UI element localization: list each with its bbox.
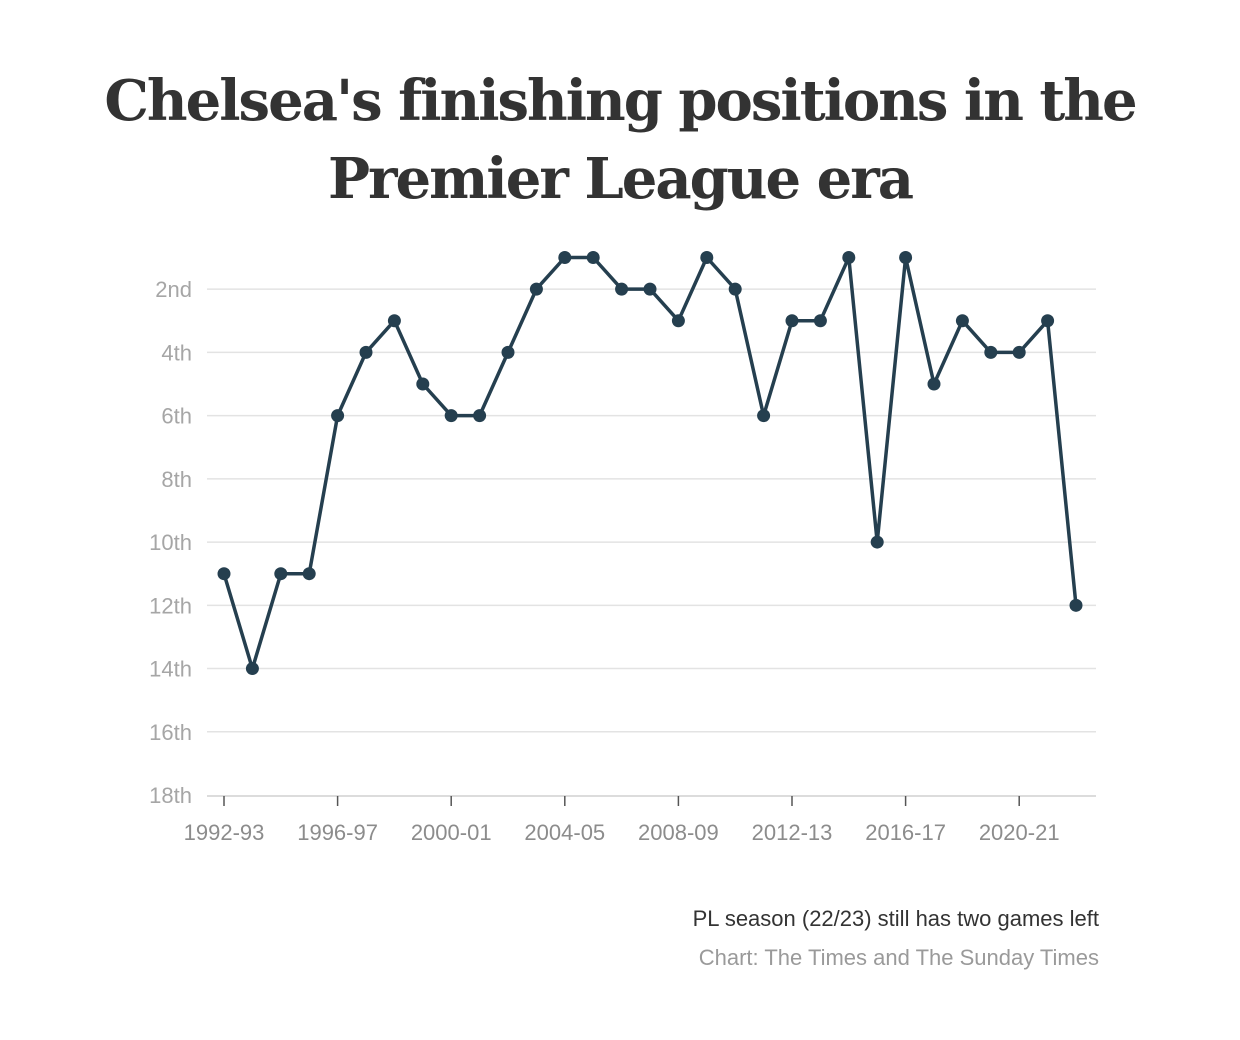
data-point [1069, 598, 1083, 612]
x-tick-label: 2000-01 [411, 820, 492, 845]
data-point [899, 251, 913, 264]
y-tick-label: 16th [149, 720, 192, 745]
y-tick-label: 12th [149, 593, 192, 618]
data-point [416, 377, 430, 391]
data-point [558, 251, 572, 264]
x-tick-label: 1996-97 [297, 820, 378, 845]
data-point [700, 251, 714, 264]
data-point [984, 345, 998, 359]
data-point [473, 409, 487, 423]
data-point [757, 409, 771, 423]
y-axis-labels: 2nd 4th 6th 8th 10th 12th 14th 16th 18th [149, 277, 192, 808]
data-point [955, 314, 969, 328]
data-point [586, 251, 600, 264]
y-tick-label: 18th [149, 783, 192, 808]
data-point [927, 377, 941, 391]
x-tick-label: 2008-09 [638, 820, 719, 845]
x-tick-label: 2020-21 [979, 820, 1060, 845]
y-tick-label: 2nd [155, 277, 192, 302]
data-point [870, 535, 884, 549]
y-tick-label: 4th [161, 340, 192, 365]
data-point [529, 282, 543, 296]
x-axis-labels: 1992-93 1996-97 2000-01 2004-05 2008-09 2012-… [184, 820, 1060, 845]
data-point [813, 314, 827, 328]
chart-title-line-2: Premier League era [327, 146, 914, 212]
gridlines [207, 288, 1096, 733]
data-point [302, 567, 316, 581]
x-tick-label: 2012-13 [752, 820, 833, 845]
data-point [728, 282, 742, 296]
y-tick-label: 8th [161, 467, 192, 492]
data-point [245, 662, 259, 676]
data-point [643, 282, 657, 296]
data-point [615, 282, 629, 296]
data-point [785, 314, 799, 328]
x-tick-label: 1992-93 [184, 820, 265, 845]
data-point [444, 409, 458, 423]
y-tick-label: 14th [149, 657, 192, 682]
data-point [274, 567, 288, 581]
data-point [1041, 314, 1055, 328]
chart-title-line-1: Chelsea's finishing positions in the [104, 68, 1137, 134]
data-point [842, 251, 856, 264]
data-point [671, 314, 685, 328]
x-tick-label: 2016-17 [865, 820, 946, 845]
footnote: PL season (22/23) still has two games le… [692, 906, 1099, 931]
data-point [1012, 345, 1026, 359]
data-point [387, 314, 401, 328]
series-line [222, 255, 1078, 671]
chart-title: Chelsea's finishing positions in the Pre… [0, 62, 1240, 218]
source-credit: Chart: The Times and The Sunday Times [698, 945, 1099, 970]
series-chelsea [217, 251, 1083, 676]
y-tick-label: 6th [161, 404, 192, 429]
y-tick-label: 10th [149, 530, 192, 555]
data-point [359, 345, 373, 359]
data-point [331, 409, 345, 423]
x-axis [207, 795, 1096, 806]
data-point [501, 345, 515, 359]
x-tick-label: 2004-05 [524, 820, 605, 845]
data-point [217, 567, 231, 581]
